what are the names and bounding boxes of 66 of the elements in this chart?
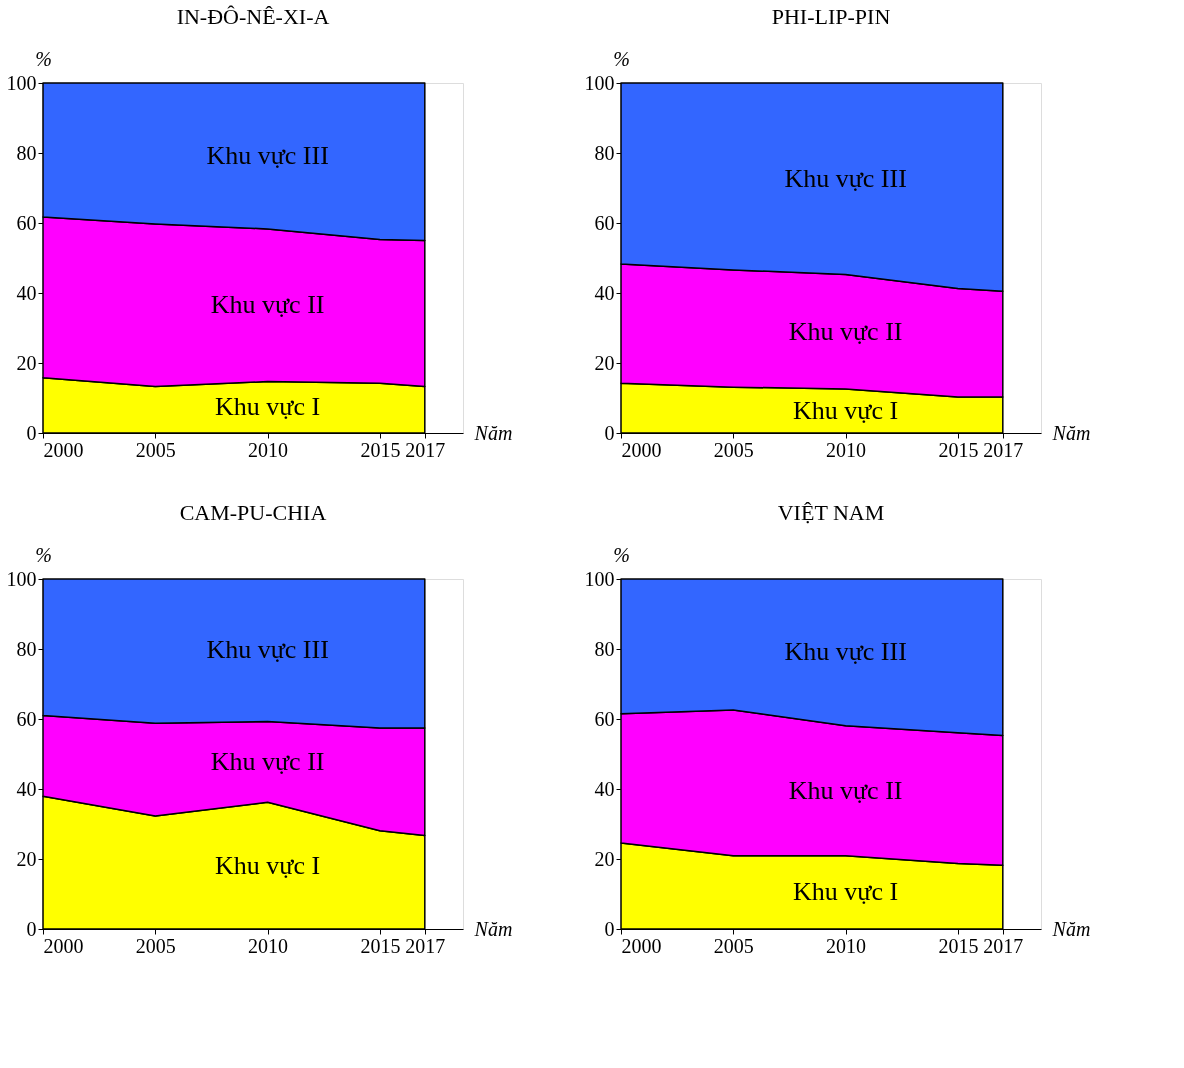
series-label: Khu vực III [206, 635, 329, 665]
x-tick-label: 2017 [405, 934, 446, 957]
x-tick-label: 2015 [360, 438, 401, 461]
y-tick-label: 80 [16, 141, 37, 164]
y-tick-label: 80 [16, 637, 37, 660]
x-tick-label: 2010 [826, 934, 867, 957]
y-tick-label: 80 [594, 141, 615, 164]
x-tick-label: 2017 [405, 438, 446, 461]
y-tick-label: 100 [584, 567, 615, 590]
x-tick-label: 2010 [248, 438, 289, 461]
y-tick-label: 60 [594, 707, 615, 730]
y-axis-title: % [35, 543, 52, 566]
x-tick-label: 2010 [826, 438, 867, 461]
y-tick-label: 0 [604, 917, 615, 940]
x-axis-title: Năm [473, 421, 513, 444]
x-tick-label: 2000 [621, 438, 662, 461]
y-tick-label: 0 [26, 421, 37, 444]
x-tick-label: 2000 [621, 934, 662, 957]
chart-title: CAM-PU-CHIA [179, 500, 327, 525]
series-label: Khu vực III [206, 140, 329, 170]
x-axis-title: Năm [473, 917, 513, 940]
y-tick-label: 60 [16, 211, 37, 234]
series-label: Khu vực I [215, 392, 321, 422]
x-tick-label: 2005 [713, 438, 754, 461]
x-tick-label: 2005 [135, 934, 176, 957]
y-axis-title: % [35, 47, 52, 70]
series-label: Khu vực III [784, 163, 907, 193]
y-tick-label: 20 [594, 847, 615, 870]
y-tick-label: 40 [16, 777, 37, 800]
y-tick-label: 20 [594, 351, 615, 374]
x-tick-label: 2017 [983, 438, 1024, 461]
y-tick-label: 80 [594, 637, 615, 660]
y-tick-label: 40 [16, 281, 37, 304]
y-tick-label: 60 [594, 211, 615, 234]
x-axis-title: Năm [1051, 421, 1091, 444]
series-label: Khu vực III [784, 637, 907, 667]
y-tick-label: 100 [584, 71, 615, 94]
y-tick-label: 40 [594, 281, 615, 304]
x-tick-label: 2015 [938, 934, 979, 957]
x-tick-label: 2005 [713, 934, 754, 957]
y-tick-label: 100 [6, 567, 37, 590]
x-tick-label: 2015 [938, 438, 979, 461]
series-label: Khu vực I [793, 395, 899, 425]
x-axis-title: Năm [1051, 917, 1091, 940]
series-label: Khu vực II [210, 746, 325, 776]
y-axis-title: % [613, 47, 630, 70]
y-axis-title: % [613, 543, 630, 566]
x-tick-label: 2000 [43, 438, 84, 461]
series-label: Khu vực II [788, 316, 903, 346]
y-tick-label: 0 [26, 917, 37, 940]
y-tick-label: 60 [16, 707, 37, 730]
x-tick-label: 2017 [983, 934, 1024, 957]
y-tick-label: 100 [6, 71, 37, 94]
x-tick-label: 2015 [360, 934, 401, 957]
x-tick-label: 2000 [43, 934, 84, 957]
y-tick-label: 40 [594, 777, 615, 800]
x-tick-label: 2005 [135, 438, 176, 461]
chart-title: VIỆT NAM [777, 500, 885, 525]
y-tick-label: 20 [16, 847, 37, 870]
y-tick-label: 20 [16, 351, 37, 374]
chart-title: PHI-LIP-PIN [771, 4, 891, 29]
x-tick-label: 2010 [248, 934, 289, 957]
series-label: Khu vực II [210, 290, 325, 320]
y-tick-label: 0 [604, 421, 615, 444]
chart-title: IN-ĐÔ-NÊ-XI-A [176, 4, 330, 29]
series-label: Khu vực II [788, 775, 903, 805]
